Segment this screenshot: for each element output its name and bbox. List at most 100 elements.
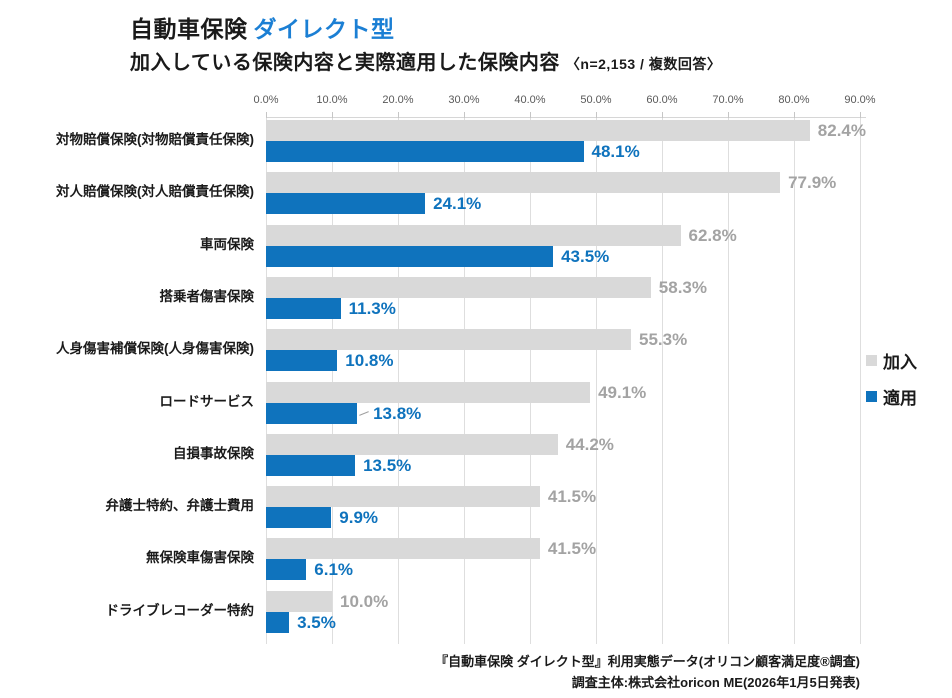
applied-bar: [266, 245, 554, 267]
axis-tick: [728, 112, 729, 118]
x-axis-labels: 0.0% 10.0% 20.0% 30.0% 40.0% 50.0% 60.0% 70.0% 8…: [253, 94, 875, 108]
axis-tick: [332, 112, 333, 118]
category-label: ロードサービス: [159, 393, 255, 409]
applied-bar: [266, 611, 290, 633]
x-axis-tick-label: 90.0%: [844, 94, 876, 106]
axis-tick: [530, 112, 531, 118]
x-axis-tick-label: 50.0%: [580, 94, 612, 106]
enrolled-bar: [266, 433, 558, 455]
axis-tick: [464, 112, 465, 118]
legend-swatch: [866, 390, 877, 402]
axis-tick: [266, 112, 267, 118]
applied-bar: [266, 507, 332, 529]
enrolled-value-label: 41.5%: [547, 539, 597, 559]
enrolled-value-label: 62.8%: [688, 225, 737, 245]
plot-area: 82.4% 48.1% 77.9% 24.1% 62.8% 43.5% 58.3% 11.3%…: [266, 112, 866, 644]
legend-item: 適用: [866, 386, 917, 408]
x-axis-tick-label: 60.0%: [646, 94, 678, 106]
enrolled-bar: [266, 120, 810, 141]
gridline: [596, 118, 597, 644]
page-title-black: 自動車保険: [130, 16, 248, 42]
page-subtitle: 加入している保険内容と実際適用した保険内容 〈n=2,153 / 複数回答〉: [130, 46, 721, 75]
x-axis-tick-label: 80.0%: [778, 94, 810, 106]
axis-tick: [662, 112, 663, 118]
enrolled-bar: [266, 590, 332, 612]
page-title: 自動車保険 ダイレクト型: [130, 10, 395, 44]
enrolled-value-label: 41.5%: [547, 487, 597, 507]
page-title-accent: ダイレクト型: [253, 16, 395, 42]
gridline: [662, 118, 663, 644]
enrolled-bar: [266, 381, 591, 403]
applied-bar: [266, 350, 338, 372]
x-axis-tick-label: 0.0%: [253, 94, 279, 106]
gridline: [464, 118, 465, 644]
gridline: [530, 118, 531, 644]
category-labels: 対物賠償保険(対物賠償責任保険) 対人賠償保険(対人賠償責任保険) 車両保険搭乗者傷…: [0, 0, 258, 698]
enrolled-value-label: 55.3%: [639, 330, 688, 350]
gridline: [332, 118, 333, 644]
axis-tick: [596, 112, 597, 118]
gridline: [728, 118, 729, 644]
gridline: [860, 118, 861, 644]
legend: 加入 適用: [866, 350, 917, 422]
category-label: 自損事故保険: [173, 445, 254, 461]
enrolled-value-label: 10.0%: [340, 591, 389, 611]
enrolled-value-label: 44.2%: [565, 434, 614, 454]
applied-bar: [266, 193, 426, 215]
axis-tick: [794, 112, 795, 118]
legend-swatch: [866, 354, 877, 366]
gridline: [266, 118, 267, 644]
leader-line: [359, 410, 369, 416]
gridline: [794, 118, 795, 644]
legend-label: 加入: [883, 352, 917, 372]
enrolled-bar: [266, 329, 631, 351]
category-label: 弁護士特約、弁護士費用: [105, 498, 255, 514]
category-label: 対人賠償保険(対人賠償責任保険): [56, 184, 254, 200]
legend-item: 加入: [866, 350, 917, 372]
category-label: 対物賠償保険(対物賠償責任保険): [56, 132, 254, 147]
sample-size-note: 〈n=2,153 / 複数回答〉: [565, 56, 722, 72]
category-label: 人身傷害補償保険(人身傷害保険): [56, 341, 254, 357]
x-axis-tick-label: 10.0%: [316, 94, 348, 106]
axis-tick: [860, 112, 861, 118]
applied-value-label: 48.1%: [591, 142, 640, 161]
applied-value-label: 6.1%: [314, 560, 354, 580]
category-label: 車両保険: [200, 236, 254, 252]
x-axis-tick-label: 70.0%: [712, 94, 744, 106]
enrolled-value-label: 58.3%: [658, 277, 707, 297]
x-axis-tick-label: 40.0%: [514, 94, 546, 106]
applied-bar: [266, 297, 341, 319]
applied-value-label: 24.1%: [433, 194, 482, 214]
applied-bar: [266, 559, 307, 581]
applied-value-label: 11.3%: [348, 298, 396, 318]
enrolled-value-label: 82.4%: [817, 121, 866, 140]
x-axis-tick-label: 30.0%: [448, 94, 480, 106]
applied-bar: [266, 454, 356, 476]
page-subtitle-main: 加入している保険内容と実際適用した保険内容: [130, 52, 560, 74]
enrolled-bar: [266, 172, 781, 194]
enrolled-value-label: 49.1%: [598, 382, 647, 402]
applied-value-label: 13.5%: [363, 455, 412, 475]
category-label: ドライブレコーダー特約: [105, 602, 255, 618]
enrolled-bar: [266, 276, 651, 298]
enrolled-bar: [266, 224, 681, 246]
applied-value-label: 43.5%: [561, 246, 610, 266]
applied-value-label: 3.5%: [297, 612, 336, 632]
applied-bar: [266, 141, 584, 162]
axis-tick: [398, 112, 399, 118]
category-label: 搭乗者傷害保険: [159, 288, 255, 304]
footer-line2: 調査主体:株式会社oricon ME(2026年1月5日発表): [571, 675, 860, 690]
footer-line1: 『自動車保険 ダイレクト型』利用実態データ(オリコン顧客満足度®調査): [435, 654, 860, 669]
category-label: 無保険車傷害保険: [146, 550, 254, 566]
enrolled-value-label: 77.9%: [788, 173, 837, 193]
enrolled-bar: [266, 486, 540, 508]
legend-label: 適用: [883, 388, 917, 408]
footer: 『自動車保険 ダイレクト型』利用実態データ(オリコン顧客満足度®調査) 調査主体…: [435, 651, 860, 693]
applied-value-label: 9.9%: [339, 508, 379, 528]
applied-bar: [266, 402, 358, 424]
applied-value-label: 13.8%: [373, 403, 422, 423]
gridline: [398, 118, 399, 644]
applied-value-label: 10.8%: [345, 351, 394, 371]
enrolled-bar: [266, 538, 540, 560]
